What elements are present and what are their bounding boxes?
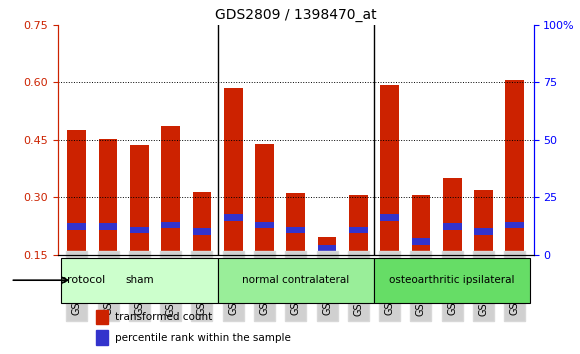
Bar <box>130 227 148 233</box>
Bar <box>161 126 180 255</box>
Bar <box>224 88 242 255</box>
Bar <box>255 144 274 255</box>
Bar <box>380 85 399 255</box>
Bar <box>443 223 462 230</box>
Bar <box>161 222 180 228</box>
Bar <box>412 195 430 255</box>
FancyBboxPatch shape <box>218 258 374 303</box>
Bar <box>99 223 117 230</box>
FancyBboxPatch shape <box>374 258 531 303</box>
Bar <box>287 193 305 255</box>
Bar <box>474 228 493 235</box>
Bar <box>505 80 524 255</box>
Bar <box>318 245 336 251</box>
Bar <box>380 214 399 221</box>
Text: osteoarthritic ipsilateral: osteoarthritic ipsilateral <box>390 275 515 285</box>
Bar <box>412 238 430 245</box>
Text: transformed count: transformed count <box>115 312 212 322</box>
Bar <box>99 139 117 255</box>
Bar <box>443 178 462 255</box>
Bar <box>474 190 493 255</box>
Bar <box>349 227 368 233</box>
Bar <box>67 130 86 255</box>
Bar <box>505 222 524 228</box>
Bar <box>255 222 274 228</box>
Bar <box>318 237 336 255</box>
Bar <box>349 195 368 255</box>
Bar <box>130 145 148 255</box>
FancyBboxPatch shape <box>61 258 218 303</box>
Title: GDS2809 / 1398470_at: GDS2809 / 1398470_at <box>215 8 376 22</box>
Text: normal contralateral: normal contralateral <box>242 275 349 285</box>
Bar <box>67 223 86 229</box>
Text: percentile rank within the sample: percentile rank within the sample <box>115 333 291 343</box>
Text: protocol: protocol <box>60 275 105 285</box>
Bar <box>96 310 108 324</box>
Text: sham: sham <box>125 275 154 285</box>
Bar <box>287 227 305 233</box>
Bar <box>96 330 108 345</box>
Bar <box>224 214 242 221</box>
Bar <box>193 192 211 255</box>
Bar <box>193 228 211 235</box>
